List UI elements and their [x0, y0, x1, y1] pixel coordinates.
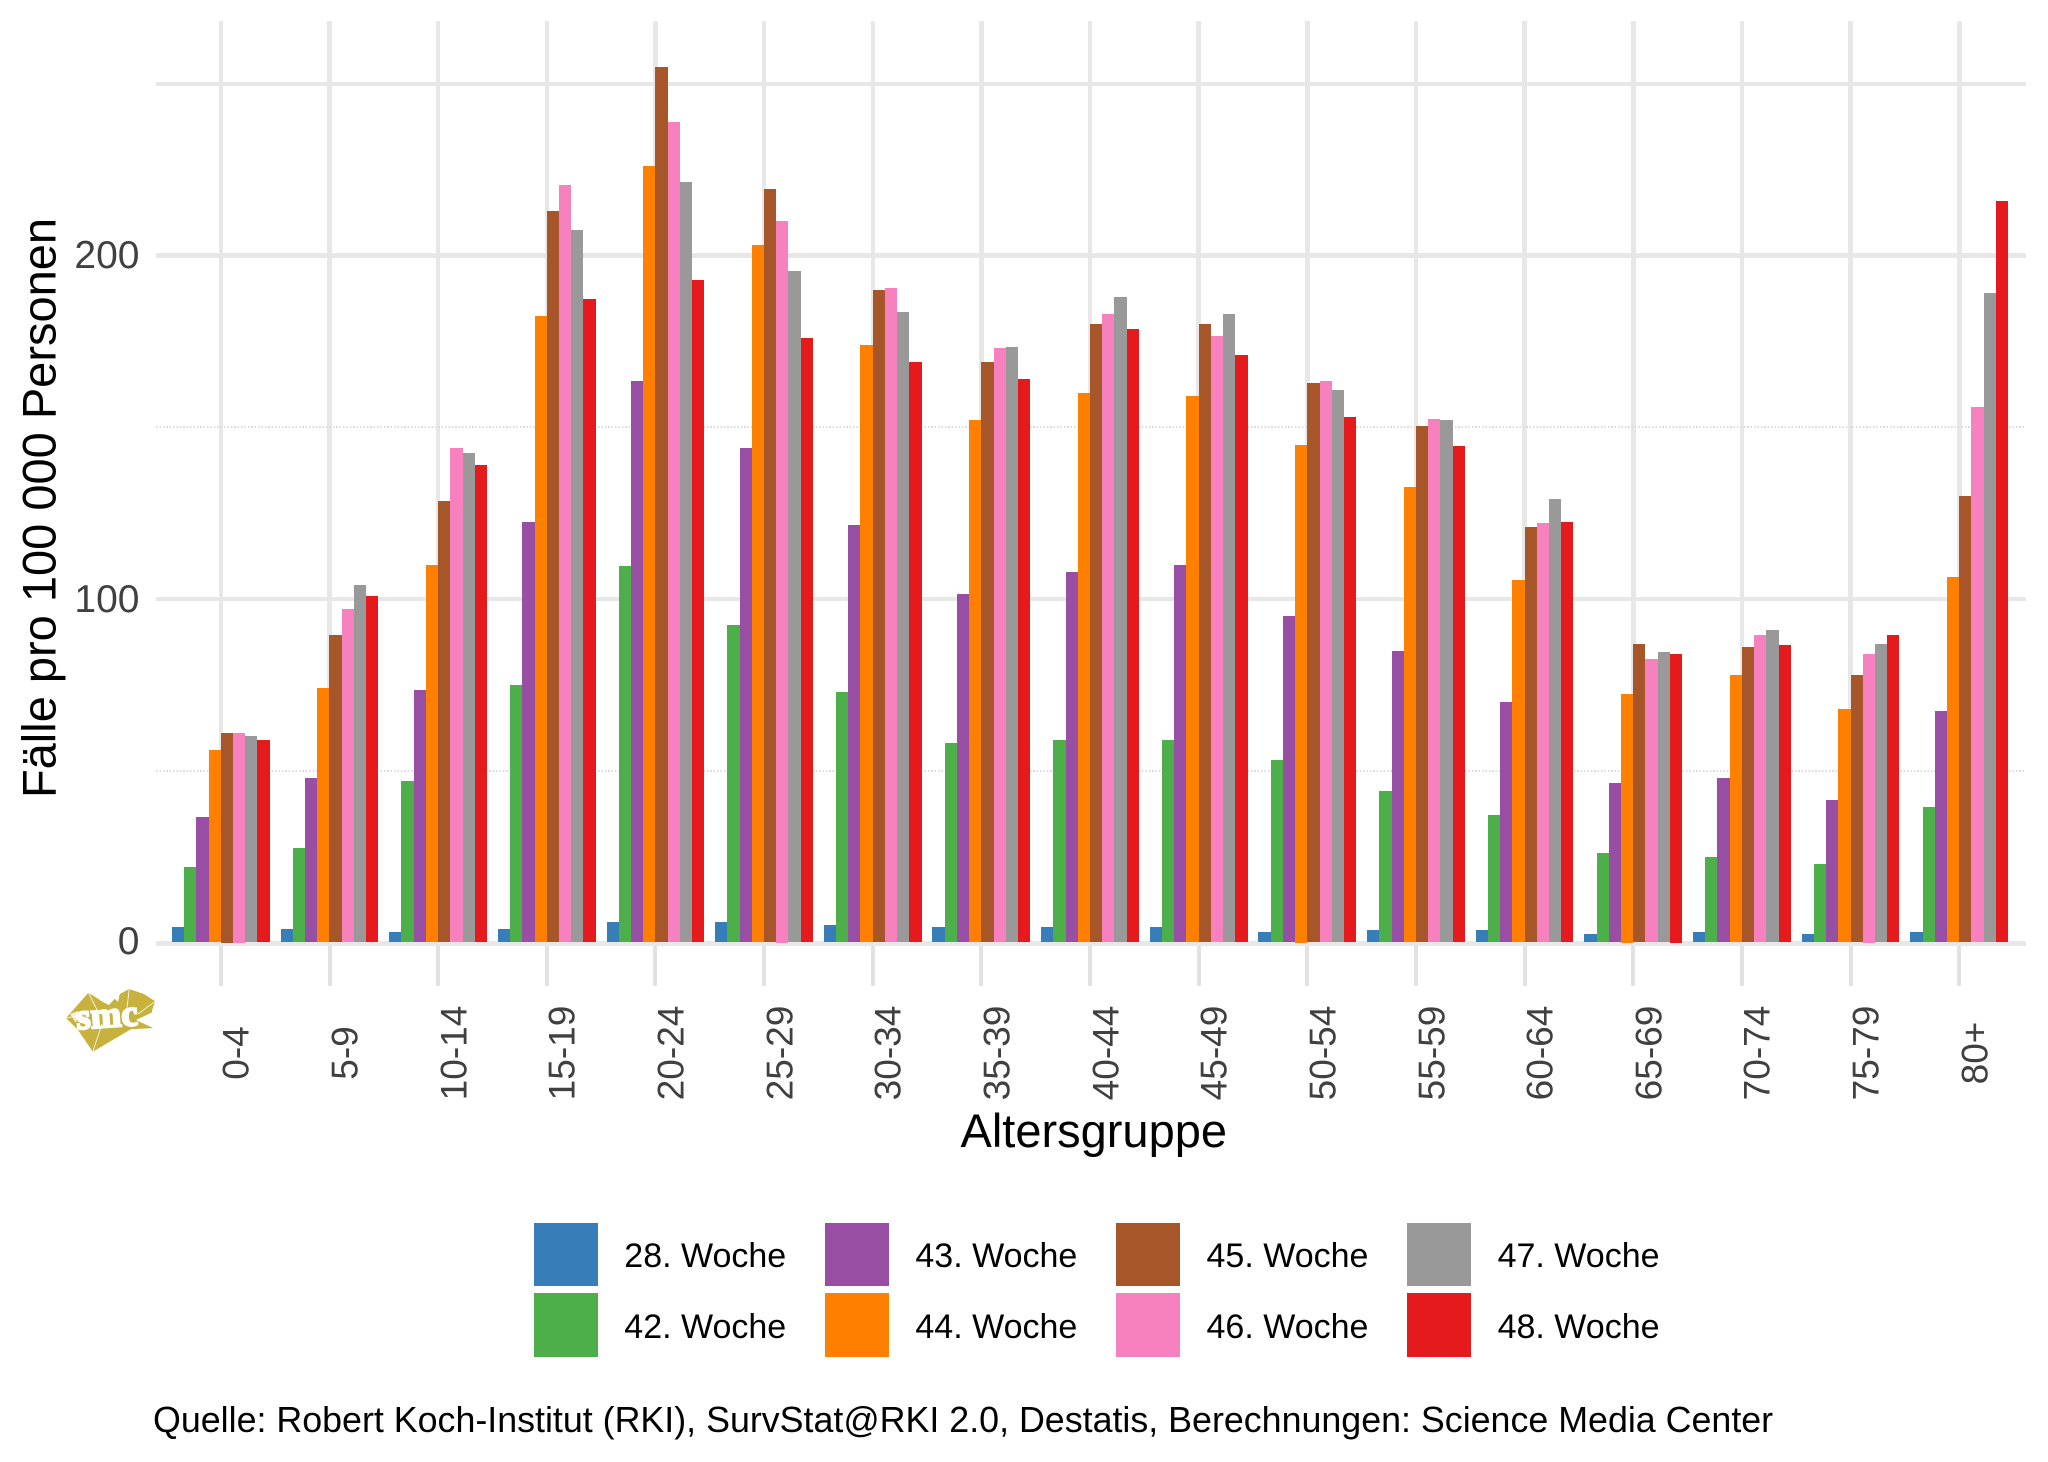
- svg-text:smc: smc: [75, 993, 139, 1038]
